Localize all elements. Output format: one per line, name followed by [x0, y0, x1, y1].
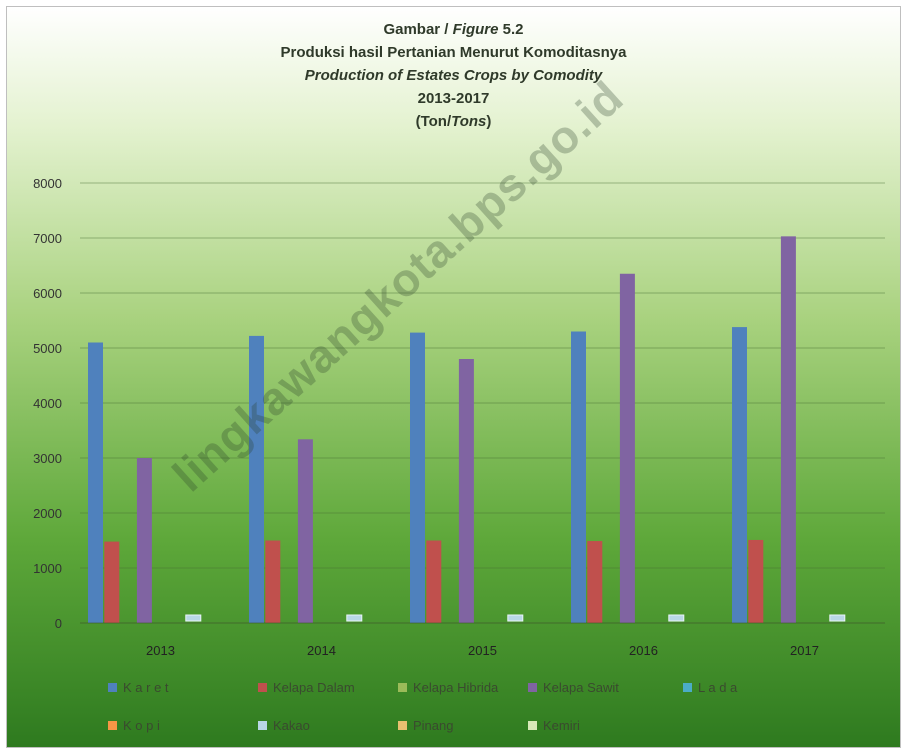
legend-label: Kakao	[273, 718, 310, 733]
x-tick-label: 2016	[629, 643, 658, 658]
bar	[780, 236, 796, 623]
legend-label: K a r e t	[123, 680, 169, 695]
bar	[136, 458, 152, 623]
chart-frame	[6, 6, 901, 748]
x-tick-label: 2014	[307, 643, 336, 658]
legend-item: Kelapa Sawit	[528, 680, 619, 695]
legend-swatch	[398, 721, 407, 730]
y-tick-label: 6000	[33, 286, 62, 301]
x-tick-label: 2015	[468, 643, 497, 658]
legend-item: Pinang	[398, 718, 453, 733]
bar	[249, 335, 264, 623]
bar	[829, 614, 846, 622]
legend-label: L a d a	[698, 680, 738, 695]
bar	[104, 541, 120, 623]
legend-label: K o p i	[123, 718, 160, 733]
legend-label: Kelapa Sawit	[543, 680, 619, 695]
legend-swatch	[528, 721, 537, 730]
legend-swatch	[528, 683, 537, 692]
legend-item: Kakao	[258, 718, 310, 733]
bar	[587, 541, 603, 623]
bar	[297, 439, 313, 623]
title-years: 2013-2017	[417, 90, 490, 107]
title-english: Production of Estates Crops by Comodity	[304, 67, 603, 84]
bar	[732, 327, 747, 623]
y-tick-label: 1000	[33, 561, 62, 576]
legend-item: L a d a	[683, 680, 737, 695]
legend-label: Kelapa Dalam	[273, 680, 355, 695]
legend-swatch	[683, 683, 692, 692]
bar	[571, 331, 586, 623]
bar	[668, 614, 685, 622]
bar	[346, 614, 363, 622]
y-tick-label: 7000	[33, 231, 62, 246]
chart-title: Gambar / Figure 5.2 Produksi hasil Perta…	[0, 18, 907, 133]
bar	[458, 359, 474, 623]
legend-item: K o p i	[108, 718, 160, 733]
y-tick-label: 0	[55, 616, 62, 631]
bar	[748, 539, 764, 623]
bar	[265, 540, 281, 623]
title-indonesian: Produksi hasil Pertanian Menurut Komodit…	[280, 44, 627, 61]
bar	[88, 342, 103, 623]
legend-item: Kelapa Hibrida	[398, 680, 498, 695]
y-tick-label: 8000	[33, 176, 62, 191]
y-tick-label: 3000	[33, 451, 62, 466]
bar	[507, 614, 524, 622]
legend-swatch	[258, 721, 267, 730]
bar	[426, 540, 442, 623]
legend-label: Kemiri	[543, 718, 580, 733]
y-tick-label: 4000	[33, 396, 62, 411]
legend-item: Kemiri	[528, 718, 580, 733]
legend-swatch	[108, 721, 117, 730]
title-unit: (Ton/Tons)	[415, 113, 492, 130]
y-tick-label: 5000	[33, 341, 62, 356]
legend-swatch	[398, 683, 407, 692]
bar	[619, 273, 635, 623]
bar	[185, 614, 202, 622]
legend-swatch	[108, 683, 117, 692]
legend-swatch	[258, 683, 267, 692]
legend-item: K a r e t	[108, 680, 169, 695]
y-tick-label: 2000	[33, 506, 62, 521]
legend-item: Kelapa Dalam	[258, 680, 355, 695]
legend-label: Kelapa Hibrida	[413, 680, 499, 695]
figure-label: Gambar / Figure 5.2	[383, 21, 524, 38]
x-tick-label: 2013	[146, 643, 175, 658]
x-tick-label: 2017	[790, 643, 819, 658]
bar	[410, 332, 425, 623]
legend-label: Pinang	[413, 718, 454, 733]
